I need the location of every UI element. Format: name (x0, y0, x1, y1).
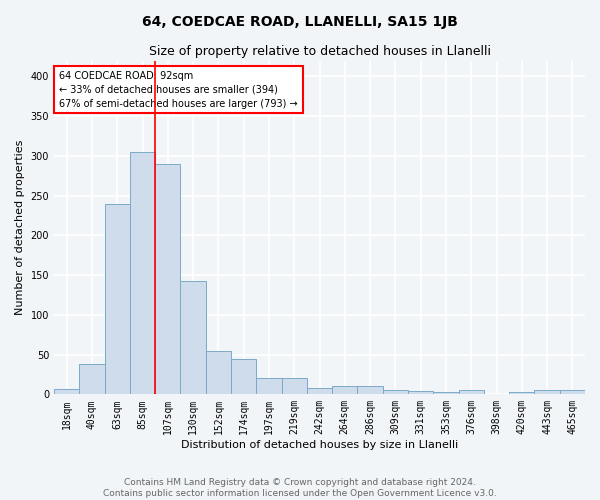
Bar (332, 386, 358, 394)
Text: 64, COEDCAE ROAD, LLANELLI, SA15 1JB: 64, COEDCAE ROAD, LLANELLI, SA15 1JB (142, 15, 458, 29)
Bar (433, 392, 458, 394)
Bar (256, 378, 281, 394)
Text: Contains HM Land Registry data © Crown copyright and database right 2024.
Contai: Contains HM Land Registry data © Crown c… (103, 478, 497, 498)
Bar (104, 204, 130, 394)
Bar (509, 392, 535, 394)
Bar (408, 391, 433, 394)
Title: Size of property relative to detached houses in Llanelli: Size of property relative to detached ho… (149, 45, 491, 58)
Bar (307, 388, 332, 394)
Bar (281, 378, 307, 394)
Bar (54, 389, 79, 394)
Bar (560, 390, 585, 394)
Bar (130, 152, 155, 394)
Bar (206, 352, 231, 395)
Bar (181, 282, 206, 395)
Bar (535, 390, 560, 394)
Bar (231, 360, 256, 394)
X-axis label: Distribution of detached houses by size in Llanelli: Distribution of detached houses by size … (181, 440, 458, 450)
Bar (458, 390, 484, 394)
Bar (358, 386, 383, 394)
Bar (79, 364, 104, 394)
Text: 64 COEDCAE ROAD: 92sqm
← 33% of detached houses are smaller (394)
67% of semi-de: 64 COEDCAE ROAD: 92sqm ← 33% of detached… (59, 70, 298, 108)
Bar (383, 390, 408, 394)
Bar (155, 164, 181, 394)
Y-axis label: Number of detached properties: Number of detached properties (15, 140, 25, 315)
